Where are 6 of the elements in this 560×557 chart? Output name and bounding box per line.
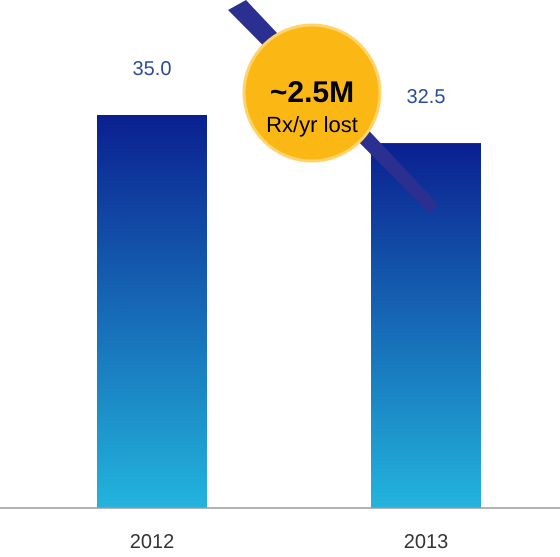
x-tick-label: 2013: [404, 531, 448, 553]
data-label: 35.0: [132, 58, 172, 80]
annotation: Rx/yr lost: [266, 112, 358, 137]
data-label: 32.5: [406, 86, 446, 108]
x-tick-label: 2012: [130, 531, 174, 553]
text: ~2.5M: [270, 76, 354, 109]
